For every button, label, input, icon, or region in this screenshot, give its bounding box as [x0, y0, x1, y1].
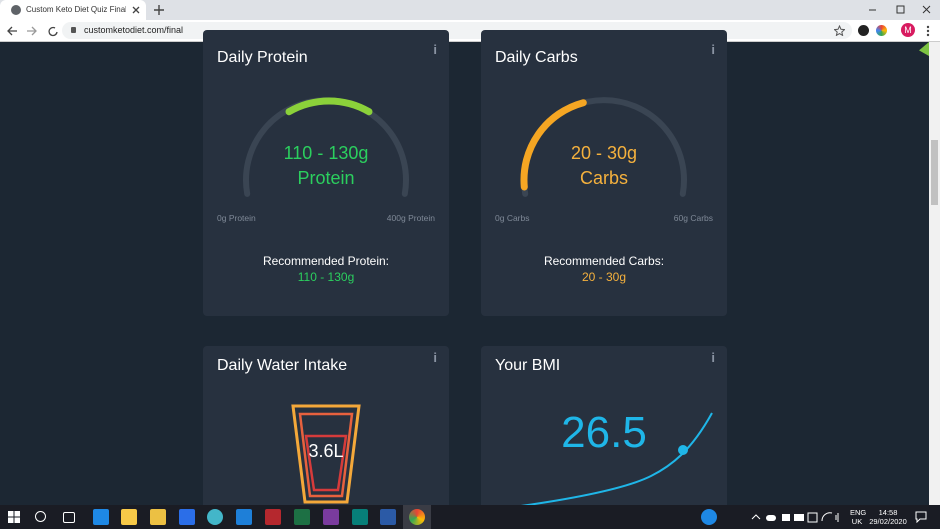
gauge-value: 110 - 130g — [283, 143, 369, 163]
search-button[interactable] — [35, 511, 46, 522]
app-icon[interactable] — [207, 509, 223, 525]
tab[interactable] — [0, 0, 146, 20]
onenote-icon[interactable] — [323, 509, 339, 525]
info-icon[interactable]: i — [711, 350, 715, 365]
gauge-min-label: 0g Protein — [217, 213, 256, 223]
extension-icon[interactable] — [858, 25, 869, 36]
tab-strip — [0, 0, 940, 20]
card-title: Daily Carbs — [495, 49, 578, 66]
gauge-arc — [520, 99, 587, 191]
water-value: 3.6L — [308, 441, 344, 461]
gauge-unit: Protein — [297, 168, 355, 188]
info-icon[interactable]: i — [433, 42, 437, 57]
start-button[interactable] — [8, 511, 20, 523]
url: customketodiet.com/final — [84, 25, 184, 35]
new-tab[interactable] — [153, 4, 165, 16]
card-title: Daily Protein — [217, 49, 308, 66]
gauge-min-label: 0g Carbs — [495, 213, 530, 223]
window-controls[interactable] — [866, 3, 936, 17]
gauge-max-label: 60g Carbs — [673, 213, 713, 223]
bmi-card: Your BMI i 26.5 — [481, 346, 727, 516]
recommended-label: Recommended Carbs: — [543, 254, 665, 268]
card-title: Your BMI — [495, 357, 561, 374]
info-icon[interactable]: i — [433, 350, 437, 365]
nav-buttons[interactable] — [6, 24, 62, 38]
lock-icon — [71, 27, 76, 33]
info-icon[interactable]: i — [711, 42, 715, 57]
explorer-icon[interactable] — [121, 509, 137, 525]
extension-icon[interactable] — [876, 25, 887, 36]
task-view[interactable] — [63, 512, 75, 523]
word-icon[interactable] — [380, 509, 396, 525]
help-icon[interactable] — [701, 509, 717, 525]
system-tray[interactable] — [728, 510, 846, 524]
water-card: Daily Water Intake i 3.6L — [203, 346, 449, 516]
corner-decoration — [919, 42, 929, 56]
gauge-value: 20 - 30g — [570, 143, 638, 163]
menu-button[interactable] — [925, 24, 931, 38]
tab-title: Custom Keto Diet Quiz Final Pag — [26, 5, 126, 14]
excel-icon[interactable] — [294, 509, 310, 525]
access-icon[interactable] — [265, 509, 281, 525]
time: 14:58 — [878, 508, 898, 517]
date: 29/02/2020 — [869, 517, 907, 526]
notifications[interactable] — [915, 511, 927, 523]
gauge-unit: Carbs — [579, 168, 628, 188]
protein-card: Daily Protein i 110 - 130g Protein 0g Protei… — [203, 30, 449, 316]
recommended-value: 20 - 30g — [581, 270, 627, 284]
gauge — [243, 97, 409, 197]
gauge-max-label: 400g Protein — [386, 213, 435, 223]
edge-icon[interactable] — [93, 509, 109, 525]
carbs-card: Daily Carbs i 20 - 30g Carbs 0g Carbs 60g Car… — [481, 30, 727, 316]
clock[interactable]: 14:58 29/02/2020 — [866, 508, 910, 526]
scrollbar — [929, 42, 940, 505]
water-glass — [291, 404, 361, 504]
tab-close[interactable] — [131, 5, 141, 15]
tab-favicon — [11, 5, 21, 15]
bookmark-star[interactable] — [834, 25, 845, 36]
region: UK — [851, 517, 863, 526]
card-title: Daily Water Intake — [217, 357, 348, 374]
bmi-value: 26.5 — [561, 408, 647, 457]
profile-avatar[interactable]: M — [901, 23, 915, 37]
mail-icon[interactable] — [236, 509, 252, 525]
recommended-value: 110 - 130g — [297, 270, 355, 284]
store-icon[interactable] — [150, 509, 166, 525]
language: ENG — [850, 508, 867, 517]
gauge-arc — [285, 97, 373, 116]
chrome-icon[interactable] — [409, 509, 425, 525]
scrollbar-thumb[interactable] — [931, 140, 938, 205]
input-language[interactable]: ENG UK — [850, 508, 867, 526]
bmi-curve — [520, 412, 713, 507]
recommended-label: Recommended Protein: — [262, 254, 390, 268]
gauge — [520, 97, 687, 197]
publisher-icon[interactable] — [352, 509, 368, 525]
dropbox-icon[interactable] — [179, 509, 195, 525]
